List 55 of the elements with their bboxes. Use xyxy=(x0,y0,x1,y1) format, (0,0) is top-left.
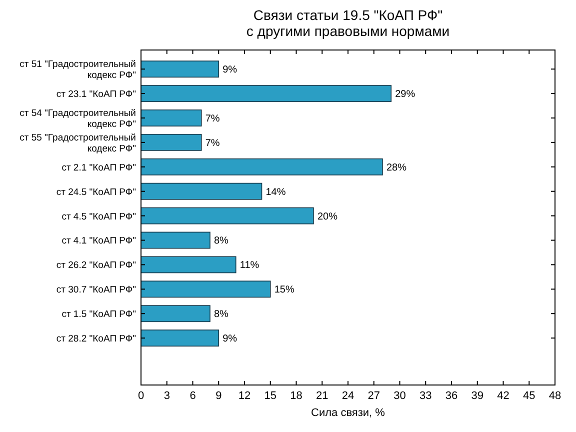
y-tick-label: ст 4.1 "КоАП РФ" xyxy=(62,236,136,247)
bar xyxy=(140,256,236,274)
y-tick-label: ст 4.5 "КоАП РФ" xyxy=(62,211,136,222)
data-label: 20% xyxy=(318,211,338,222)
bar xyxy=(140,134,202,151)
bar xyxy=(140,232,210,249)
bar xyxy=(140,305,210,322)
y-tick-label: ст 2.1 "КоАП РФ" xyxy=(62,162,136,174)
x-tick-label: 36 xyxy=(445,390,458,402)
chart-title: Связи статьи 19.5 "КоАП РФ" с другими правовыми нормами xyxy=(246,7,450,39)
x-tick-label: 6 xyxy=(190,390,196,402)
data-label: 14% xyxy=(266,186,286,198)
data-label: 7% xyxy=(205,113,220,124)
data-label: 9% xyxy=(222,334,238,345)
x-tick-label: 12 xyxy=(238,390,251,402)
data-label: 28% xyxy=(386,162,407,174)
bar xyxy=(140,85,392,102)
x-tick-label: 24 xyxy=(342,390,354,402)
bar xyxy=(140,182,262,200)
data-label: 8% xyxy=(214,309,229,320)
data-label: 29% xyxy=(395,89,416,100)
x-tick-label: 48 xyxy=(548,390,562,402)
bar xyxy=(140,207,314,224)
x-tick-label: 42 xyxy=(497,390,510,402)
bar xyxy=(140,158,383,176)
x-tick-label: 45 xyxy=(523,390,536,402)
data-label: 7% xyxy=(205,138,220,149)
data-label: 11% xyxy=(240,260,260,272)
y-tick-label: ст 51 "Градостроительный кодекс РФ" xyxy=(20,59,136,82)
x-tick-label: 33 xyxy=(420,390,432,402)
y-tick-label: ст 30.7 "КоАП РФ" xyxy=(56,284,136,296)
bar xyxy=(140,110,202,126)
x-tick-label: 21 xyxy=(316,390,328,402)
x-tick-label: 0 xyxy=(138,390,144,402)
y-tick-label: ст 55 "Градостроительный кодекс РФ" xyxy=(20,132,136,154)
bar xyxy=(140,60,220,78)
bar xyxy=(140,280,271,298)
y-tick-label: ст 28.2 "КоАП РФ" xyxy=(56,334,136,345)
x-tick-label: 39 xyxy=(471,390,484,402)
x-tick-label: 30 xyxy=(394,390,406,402)
x-tick-label: 9 xyxy=(216,390,222,402)
y-tick-label: ст 1.5 "КоАП РФ" xyxy=(62,309,136,320)
data-label: 9% xyxy=(222,64,238,76)
x-tick-label: 3 xyxy=(164,390,170,402)
x-tick-label: 27 xyxy=(368,390,380,402)
y-tick-label: ст 23.1 "КоАП РФ" xyxy=(56,89,136,100)
y-tick-label: ст 54 "Градостроительный кодекс РФ" xyxy=(20,108,136,130)
x-axis-title: Сила связи, % xyxy=(311,407,386,419)
data-label: 15% xyxy=(274,284,294,296)
bar xyxy=(140,330,220,347)
data-label: 8% xyxy=(214,236,229,247)
x-tick-label: 15 xyxy=(264,390,276,402)
x-tick-label: 18 xyxy=(290,390,302,402)
y-tick-label: ст 26.2 "КоАП РФ" xyxy=(56,260,136,272)
y-tick-label: ст 24.5 "КоАП РФ" xyxy=(56,186,136,198)
